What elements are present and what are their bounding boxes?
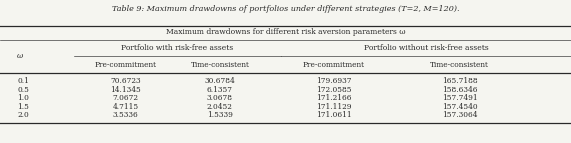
Text: 157.3064: 157.3064 — [442, 111, 477, 119]
Text: Table 9: Maximum drawdowns of portfolios under different strategies (T=2, M=120): Table 9: Maximum drawdowns of portfolios… — [112, 5, 459, 13]
Text: 157.4540: 157.4540 — [442, 103, 477, 111]
Text: 165.7188: 165.7188 — [442, 77, 477, 85]
Text: 3.5336: 3.5336 — [112, 111, 139, 119]
Text: Pre-commitment: Pre-commitment — [95, 61, 156, 69]
Text: 0.1: 0.1 — [17, 77, 29, 85]
Text: Time-consistent: Time-consistent — [430, 61, 489, 69]
Text: 14.1345: 14.1345 — [110, 86, 141, 94]
Text: 7.0672: 7.0672 — [112, 94, 139, 102]
Text: 70.6723: 70.6723 — [110, 77, 141, 85]
Text: Portfolio with risk-free assets: Portfolio with risk-free assets — [122, 44, 234, 52]
Text: 1.5339: 1.5339 — [207, 111, 233, 119]
Text: 158.6346: 158.6346 — [442, 86, 477, 94]
Text: 2.0: 2.0 — [17, 111, 29, 119]
Text: Portfolio without risk-free assets: Portfolio without risk-free assets — [364, 44, 488, 52]
Text: 4.7115: 4.7115 — [112, 103, 139, 111]
Text: 179.6937: 179.6937 — [316, 77, 352, 85]
Text: 6.1357: 6.1357 — [207, 86, 233, 94]
Text: 2.0452: 2.0452 — [207, 103, 233, 111]
Text: 30.6784: 30.6784 — [204, 77, 235, 85]
Text: ω: ω — [17, 52, 23, 60]
Text: 157.7491: 157.7491 — [442, 94, 477, 102]
Text: 172.0585: 172.0585 — [316, 86, 352, 94]
Text: Maximum drawdowns for different risk aversion parameters ω: Maximum drawdowns for different risk ave… — [166, 28, 405, 36]
Text: 171.1129: 171.1129 — [316, 103, 352, 111]
Text: Pre-commitment: Pre-commitment — [303, 61, 365, 69]
Text: 171.0611: 171.0611 — [316, 111, 352, 119]
Text: Time-consistent: Time-consistent — [190, 61, 250, 69]
Text: 1.0: 1.0 — [17, 94, 29, 102]
Text: 171.2166: 171.2166 — [316, 94, 352, 102]
Text: 1.5: 1.5 — [17, 103, 29, 111]
Text: 3.0678: 3.0678 — [207, 94, 233, 102]
Text: 0.5: 0.5 — [17, 86, 29, 94]
